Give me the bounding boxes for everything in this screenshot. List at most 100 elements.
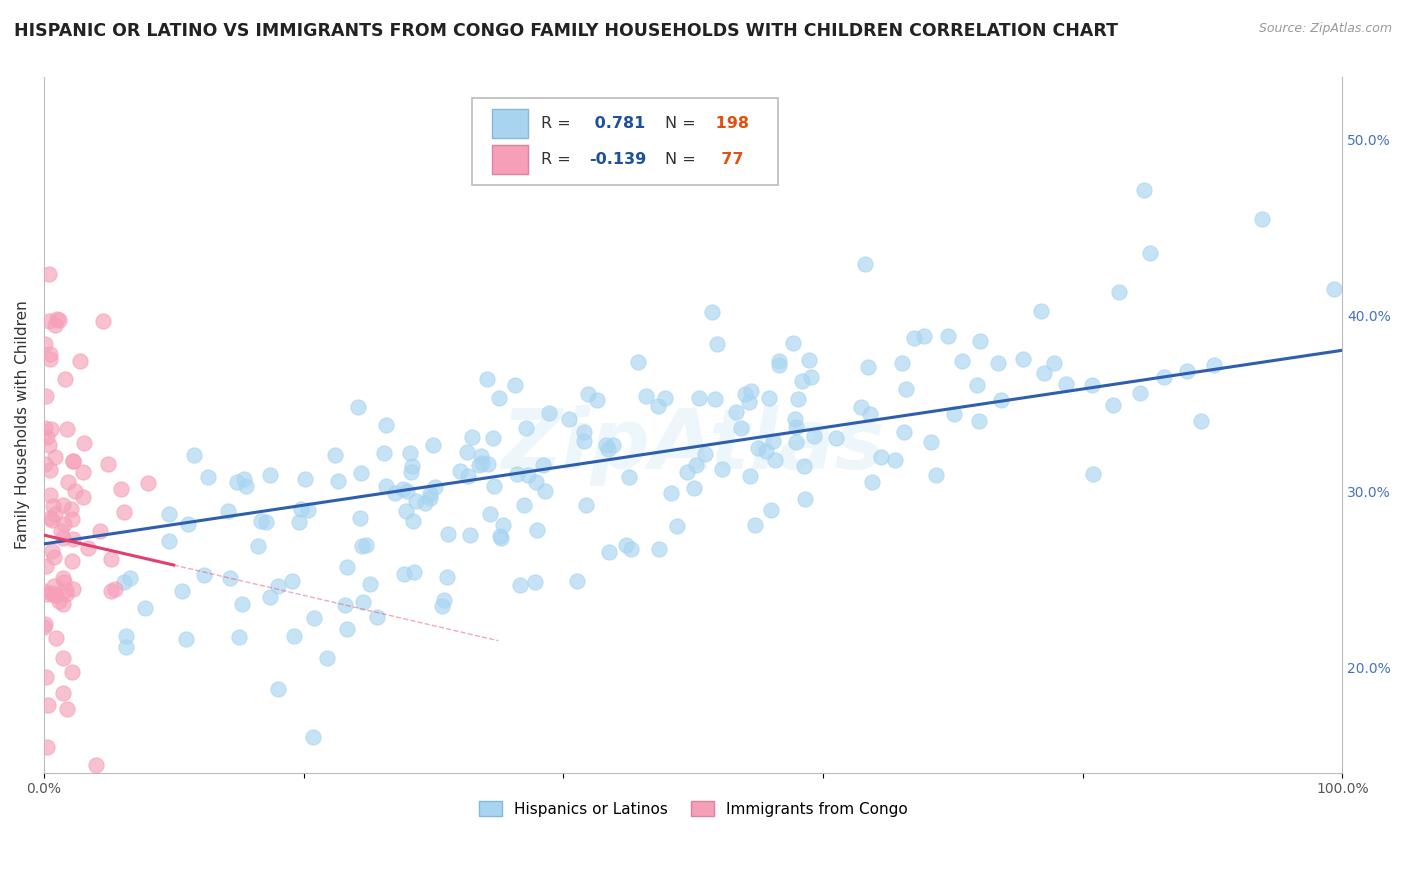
Point: [375, 479, 398, 493]
Point: [890, 356, 912, 370]
Point: [38, 347, 60, 361]
Point: [425, 480, 447, 494]
Point: [177, 516, 200, 531]
Point: [76, 541, 98, 555]
Point: [91, 313, 114, 327]
Point: [62, 582, 84, 596]
Point: [44, 588, 66, 602]
Point: [84, 758, 107, 772]
Point: [42, 500, 65, 514]
Point: [505, 378, 527, 392]
Point: [537, 406, 560, 420]
Point: [366, 610, 388, 624]
Point: [676, 465, 699, 479]
Point: [63, 483, 86, 498]
Point: [695, 447, 717, 461]
Point: [37, 698, 59, 713]
Point: [350, 466, 373, 480]
Point: [281, 574, 304, 588]
Point: [884, 452, 907, 467]
Point: [112, 505, 135, 519]
Point: [297, 503, 319, 517]
Point: [35, 587, 58, 601]
Point: [60, 665, 83, 680]
Text: R =: R =: [541, 153, 571, 167]
Point: [52, 531, 75, 545]
Point: [602, 438, 624, 452]
Point: [283, 629, 305, 643]
Point: [34, 458, 56, 472]
Point: [197, 470, 219, 484]
Point: [53, 372, 76, 386]
Point: [359, 576, 381, 591]
Point: [531, 458, 554, 472]
Point: [647, 399, 669, 413]
Text: Source: ZipAtlas.com: Source: ZipAtlas.com: [1258, 22, 1392, 36]
Point: [759, 502, 782, 516]
Point: [688, 391, 710, 405]
Point: [347, 400, 370, 414]
Point: [477, 457, 499, 471]
Point: [800, 370, 823, 384]
Point: [60, 512, 83, 526]
Point: [825, 431, 848, 445]
Point: [231, 597, 253, 611]
Text: ZipAtlas: ZipAtlas: [502, 406, 884, 486]
Point: [259, 468, 281, 483]
Point: [790, 374, 813, 388]
Point: [1108, 285, 1130, 299]
Point: [134, 600, 156, 615]
Point: [648, 542, 671, 557]
Point: [316, 651, 339, 665]
Point: [41, 586, 63, 600]
Point: [1081, 378, 1104, 392]
Point: [336, 559, 359, 574]
Point: [72, 465, 94, 479]
Point: [302, 730, 325, 744]
Point: [747, 441, 769, 455]
Point: [62, 454, 84, 468]
Point: [333, 598, 356, 612]
Point: [336, 622, 359, 636]
Point: [246, 540, 269, 554]
Point: [725, 405, 748, 419]
Point: [1153, 370, 1175, 384]
Point: [515, 420, 537, 434]
Point: [458, 528, 481, 542]
Point: [254, 515, 277, 529]
Point: [912, 329, 935, 343]
Point: [523, 574, 546, 589]
Point: [35, 670, 58, 684]
Point: [512, 498, 534, 512]
Point: [39, 422, 62, 436]
Point: [488, 529, 510, 543]
Point: [73, 435, 96, 450]
Point: [744, 517, 766, 532]
Point: [734, 387, 756, 401]
Point: [136, 476, 159, 491]
Point: [326, 474, 349, 488]
Point: [44, 579, 66, 593]
FancyBboxPatch shape: [492, 109, 529, 138]
Point: [755, 444, 778, 458]
Point: [302, 611, 325, 625]
Point: [42, 549, 65, 564]
Legend: Hispanics or Latinos, Immigrants from Congo: Hispanics or Latinos, Immigrants from Co…: [471, 793, 915, 824]
Point: [174, 632, 197, 647]
Point: [1139, 246, 1161, 260]
Point: [682, 481, 704, 495]
Point: [48, 313, 70, 327]
Point: [666, 519, 689, 533]
Point: [793, 491, 815, 506]
Point: [793, 459, 815, 474]
Point: [482, 479, 505, 493]
Point: [470, 450, 492, 464]
Point: [157, 534, 180, 549]
Point: [782, 336, 804, 351]
Point: [1250, 212, 1272, 227]
Point: [620, 542, 643, 557]
Point: [595, 438, 617, 452]
Point: [232, 472, 254, 486]
Point: [1129, 386, 1152, 401]
Point: [45, 632, 67, 646]
